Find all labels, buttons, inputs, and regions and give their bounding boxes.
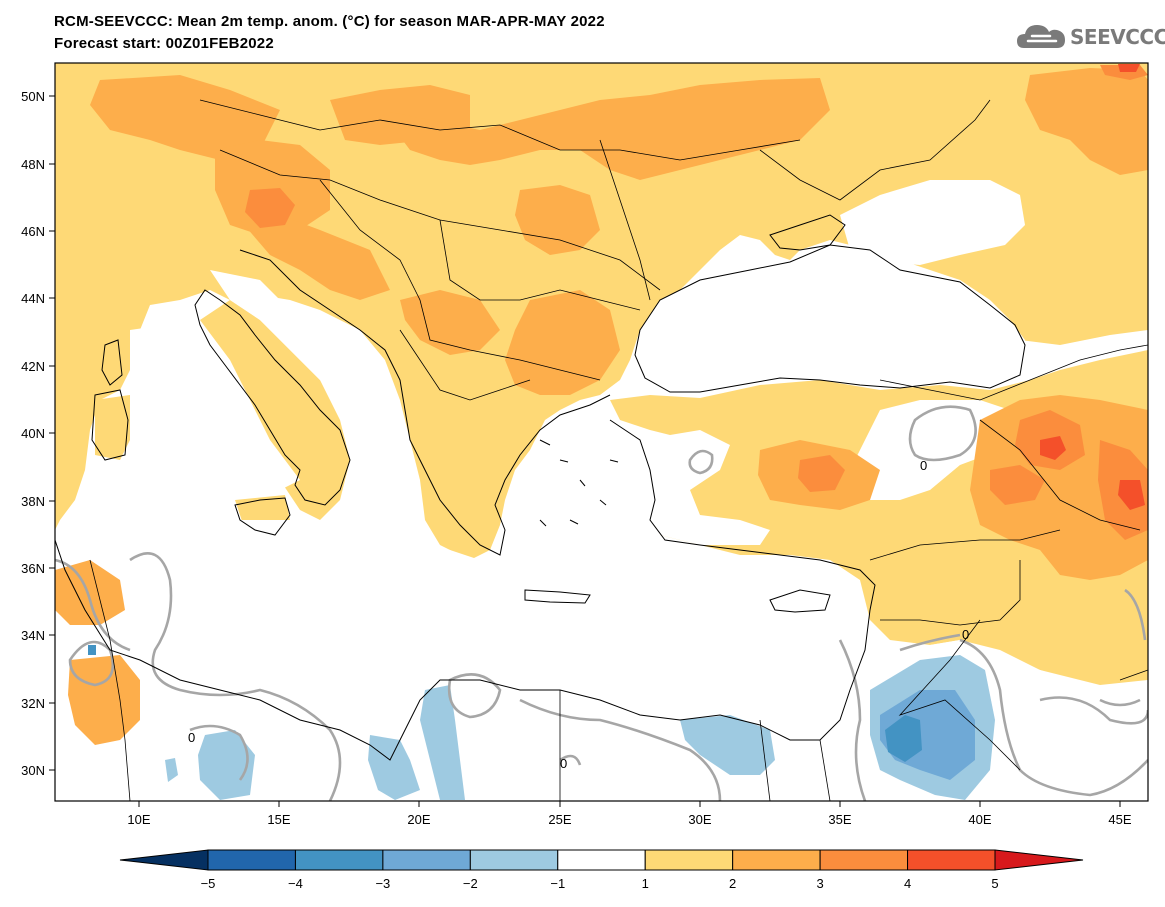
lon-tick-label: 45E: [1108, 812, 1131, 827]
anomaly-minus-3-4-small: [88, 645, 96, 655]
colorbar-bin: [469, 849, 559, 871]
contour-label-turkey: 0: [920, 458, 927, 473]
anomaly-1-2-sardinia: [95, 395, 130, 460]
coastlines: [55, 214, 1026, 761]
colorbar-label: 5: [991, 876, 998, 891]
tyrrhenian-sea: [130, 320, 300, 510]
lat-tick-label: 50N: [21, 89, 45, 104]
country-borders: [89, 99, 1148, 801]
colorbar: −5 −4 −3 −2 −1 1 2 3 4 5: [119, 849, 1084, 891]
colorbar-bin: [294, 849, 384, 871]
lon-tick-label: 10E: [127, 812, 150, 827]
colorbar-label: −4: [288, 876, 303, 891]
anomaly-minus-3-4-patch: [885, 715, 922, 762]
lon-tick-label: 40E: [968, 812, 991, 827]
lon-tick-label: 35E: [828, 812, 851, 827]
lat-tick-label: 32N: [21, 696, 45, 711]
black-sea: [640, 245, 1025, 395]
colorbar-bin: [207, 849, 296, 871]
colorbar-label: −2: [463, 876, 478, 891]
colorbar-bin: [382, 849, 471, 871]
longitude-axis: 10E 15E 20E 25E 30E 35E 40E 45E: [127, 801, 1132, 827]
colorbar-bin: [557, 849, 646, 871]
colorbar-label: −1: [550, 876, 565, 891]
lon-tick-label: 25E: [548, 812, 571, 827]
adriatic-sea: [210, 270, 395, 430]
eastern-mediterranean: [55, 520, 880, 740]
lat-tick-label: 36N: [21, 561, 45, 576]
turkey-white-central: [850, 400, 1010, 500]
colorbar-arrow-high: [994, 849, 1084, 871]
seevccc-logo: SEEVCCC: [1016, 22, 1165, 52]
map-frame: [54, 62, 1149, 802]
ukraine-white-patch: [840, 180, 1025, 265]
lat-tick-label: 46N: [21, 224, 45, 239]
lat-tick-label: 34N: [21, 628, 45, 643]
anomaly-1-2-italy: [200, 300, 350, 520]
colorbar-arrow-low: [119, 849, 209, 871]
cloud-icon: [1017, 25, 1065, 48]
lat-tick-label: 38N: [21, 494, 45, 509]
colorbar-bin: [644, 849, 734, 871]
lat-tick-label: 42N: [21, 359, 45, 374]
lon-tick-label: 30E: [688, 812, 711, 827]
map-area: 0 0 0 0: [55, 63, 1148, 801]
forecast-start-label: Forecast start: 00Z01FEB2022: [54, 35, 274, 52]
colorbar-label: −5: [201, 876, 216, 891]
lat-tick-label: 40N: [21, 426, 45, 441]
colorbar-label: 4: [904, 876, 911, 891]
lat-tick-label: 30N: [21, 763, 45, 778]
colorbar-label: −3: [375, 876, 390, 891]
turkey-white-west: [640, 430, 770, 545]
colorbar-label: 2: [729, 876, 736, 891]
lat-tick-label: 48N: [21, 157, 45, 172]
colorbar-label: 3: [816, 876, 823, 891]
colorbar-bin: [819, 849, 909, 871]
colorbar-bin: [907, 849, 996, 871]
colorbar-label: 1: [642, 876, 649, 891]
latitude-axis: 50N 48N 46N 44N 42N 40N 38N 36N 34N 32N …: [21, 89, 55, 778]
lon-tick-label: 20E: [407, 812, 430, 827]
anomaly-4-5-spots: [1040, 64, 1145, 510]
contour-label: 0: [962, 627, 969, 642]
map-title: RCM-SEEVCCC: Mean 2m temp. anom. (°C) fo…: [54, 13, 605, 30]
colorbar-bin: [732, 849, 821, 871]
logo-text: SEEVCCC: [1070, 25, 1165, 49]
lat-tick-label: 44N: [21, 291, 45, 306]
contour-label-libya: 0: [188, 730, 195, 745]
lon-tick-label: 15E: [267, 812, 290, 827]
anomaly-2-3-patches: [55, 68, 1148, 745]
contour-label-egypt: 0: [560, 756, 567, 771]
